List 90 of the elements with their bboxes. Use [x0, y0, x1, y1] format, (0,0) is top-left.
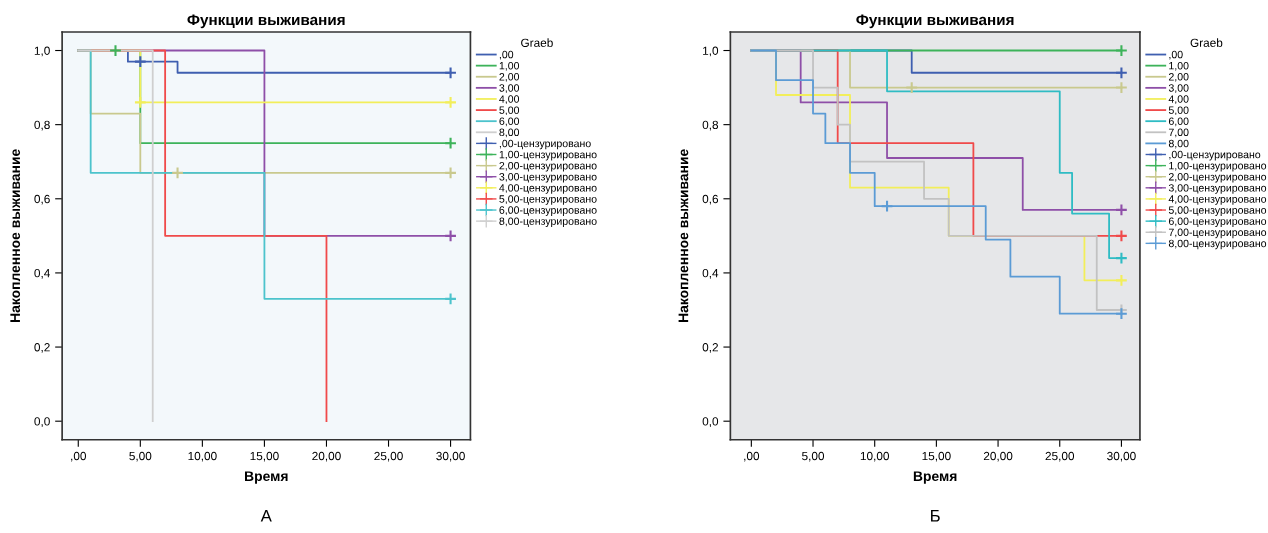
legend-label: 8,00-цензурировано	[1168, 239, 1267, 250]
y-tick-label: 0,8	[34, 120, 50, 131]
point	[1115, 66, 1128, 80]
legend-label: 3,00	[499, 84, 520, 93]
point	[444, 229, 457, 243]
x-tick-label: 5,00	[129, 451, 152, 462]
chart-title: Функции выживания	[187, 14, 345, 29]
legend-label: 4,00-цензурировано	[1168, 195, 1267, 205]
legend-label: 2,00-цензурировано	[499, 161, 597, 172]
x-tick-label: 15,00	[922, 451, 951, 462]
legend-label: 7,00-цензурировано	[1168, 228, 1267, 239]
x-tick-label: 30,00	[436, 451, 465, 462]
point	[905, 81, 919, 94]
point	[444, 136, 457, 150]
y-tick-label: 0,4	[34, 268, 50, 279]
point	[109, 44, 122, 57]
legend-label: 5,00	[1168, 106, 1189, 116]
point	[1115, 251, 1128, 265]
legend-label: 1,00	[499, 61, 520, 71]
legend-label: 8,00	[1168, 139, 1189, 149]
y-tick-label: 1,0	[703, 46, 719, 57]
x-axis-title: Время	[913, 471, 957, 484]
x-tick-label: 25,00	[374, 451, 403, 462]
point	[1115, 273, 1128, 287]
y-tick-label: 0,6	[34, 194, 50, 205]
x-tick-label: 20,00	[983, 451, 1013, 462]
legend-label: 2,00	[1168, 73, 1189, 82]
point	[1115, 44, 1128, 57]
legend-label: 1,00-цензурировано	[499, 150, 597, 161]
legend-label: 4,00	[499, 95, 520, 105]
x-tick-label: 30,00	[1107, 451, 1136, 462]
legend-label: ,00	[499, 50, 514, 60]
point	[444, 95, 457, 109]
legend-label: 4,00-цензурировано	[499, 184, 597, 194]
legend-label: 7,00	[1168, 128, 1189, 138]
legend-label: 3,00	[1168, 84, 1189, 93]
legend-title: Graeb	[521, 38, 553, 47]
text: А	[260, 510, 272, 522]
legend-label: 2,00-цензурировано	[1168, 173, 1267, 183]
y-tick-label: 1,0	[34, 46, 50, 57]
legend-label: 5,00-цензурировано	[1168, 206, 1267, 216]
point	[1115, 81, 1128, 94]
point	[1115, 307, 1128, 321]
point	[880, 199, 894, 213]
point	[171, 166, 184, 180]
x-tick-label: 10,00	[188, 451, 217, 462]
legend-label: 8,00-цензурировано	[499, 217, 597, 228]
y-axis-title: Накопленное выживание	[10, 149, 21, 322]
x-tick-label: 25,00	[1045, 451, 1075, 462]
legend-label: ,00-цензурировано	[1169, 150, 1261, 161]
y-tick-label: 0,0	[702, 417, 719, 427]
legend-label: 1,00	[1169, 61, 1189, 71]
legend-label: 4,00	[1168, 95, 1189, 105]
legend-label: 3,00-цензурировано	[499, 173, 597, 183]
x-tick-label: ,00	[744, 451, 760, 462]
point	[444, 292, 457, 306]
legend-label: 5,00-цензурировано	[499, 195, 597, 205]
legend-label: 6,00-цензурировано	[499, 206, 597, 216]
point	[133, 55, 147, 69]
x-tick-label: 20,00	[312, 451, 341, 462]
legend-title: Graeb	[1190, 38, 1223, 47]
y-tick-label: 0,6	[702, 194, 719, 205]
point	[133, 95, 147, 109]
y-axis-title: Накопленное выживание	[678, 149, 689, 322]
legend-label: 3,00-цензурировано	[1168, 184, 1267, 194]
y-tick-label: 0,2	[34, 343, 50, 353]
y-tick-label: 0,4	[702, 268, 719, 279]
point	[444, 66, 457, 80]
point	[1115, 203, 1128, 217]
x-tick-label: 15,00	[250, 451, 279, 462]
x-tick-label: ,00	[71, 451, 87, 462]
legend-label: 8,00	[499, 128, 520, 138]
y-tick-label: 0,0	[34, 417, 50, 427]
legend-label: ,00-цензурировано	[499, 139, 591, 150]
x-axis-title: Время	[245, 471, 288, 484]
point	[1115, 229, 1128, 243]
legend-label: 6,00	[1168, 117, 1189, 127]
chart-title: Функции выживания	[856, 14, 1014, 29]
legend-label: 5,00	[499, 106, 520, 116]
y-tick-label: 0,2	[702, 343, 718, 353]
y-tick-label: 0,8	[702, 120, 719, 131]
x-tick-label: 5,00	[802, 451, 825, 462]
legend-label: ,00	[1169, 50, 1183, 60]
legend-label: 6,00	[499, 117, 520, 127]
legend-label: 1,00-цензурировано	[1169, 161, 1267, 172]
legend-label: 6,00-цензурировано	[1168, 217, 1267, 228]
x-tick-label: 10,00	[860, 451, 890, 462]
text: Б	[931, 510, 940, 522]
point	[444, 166, 457, 180]
legend-label: 2,00	[499, 73, 520, 82]
